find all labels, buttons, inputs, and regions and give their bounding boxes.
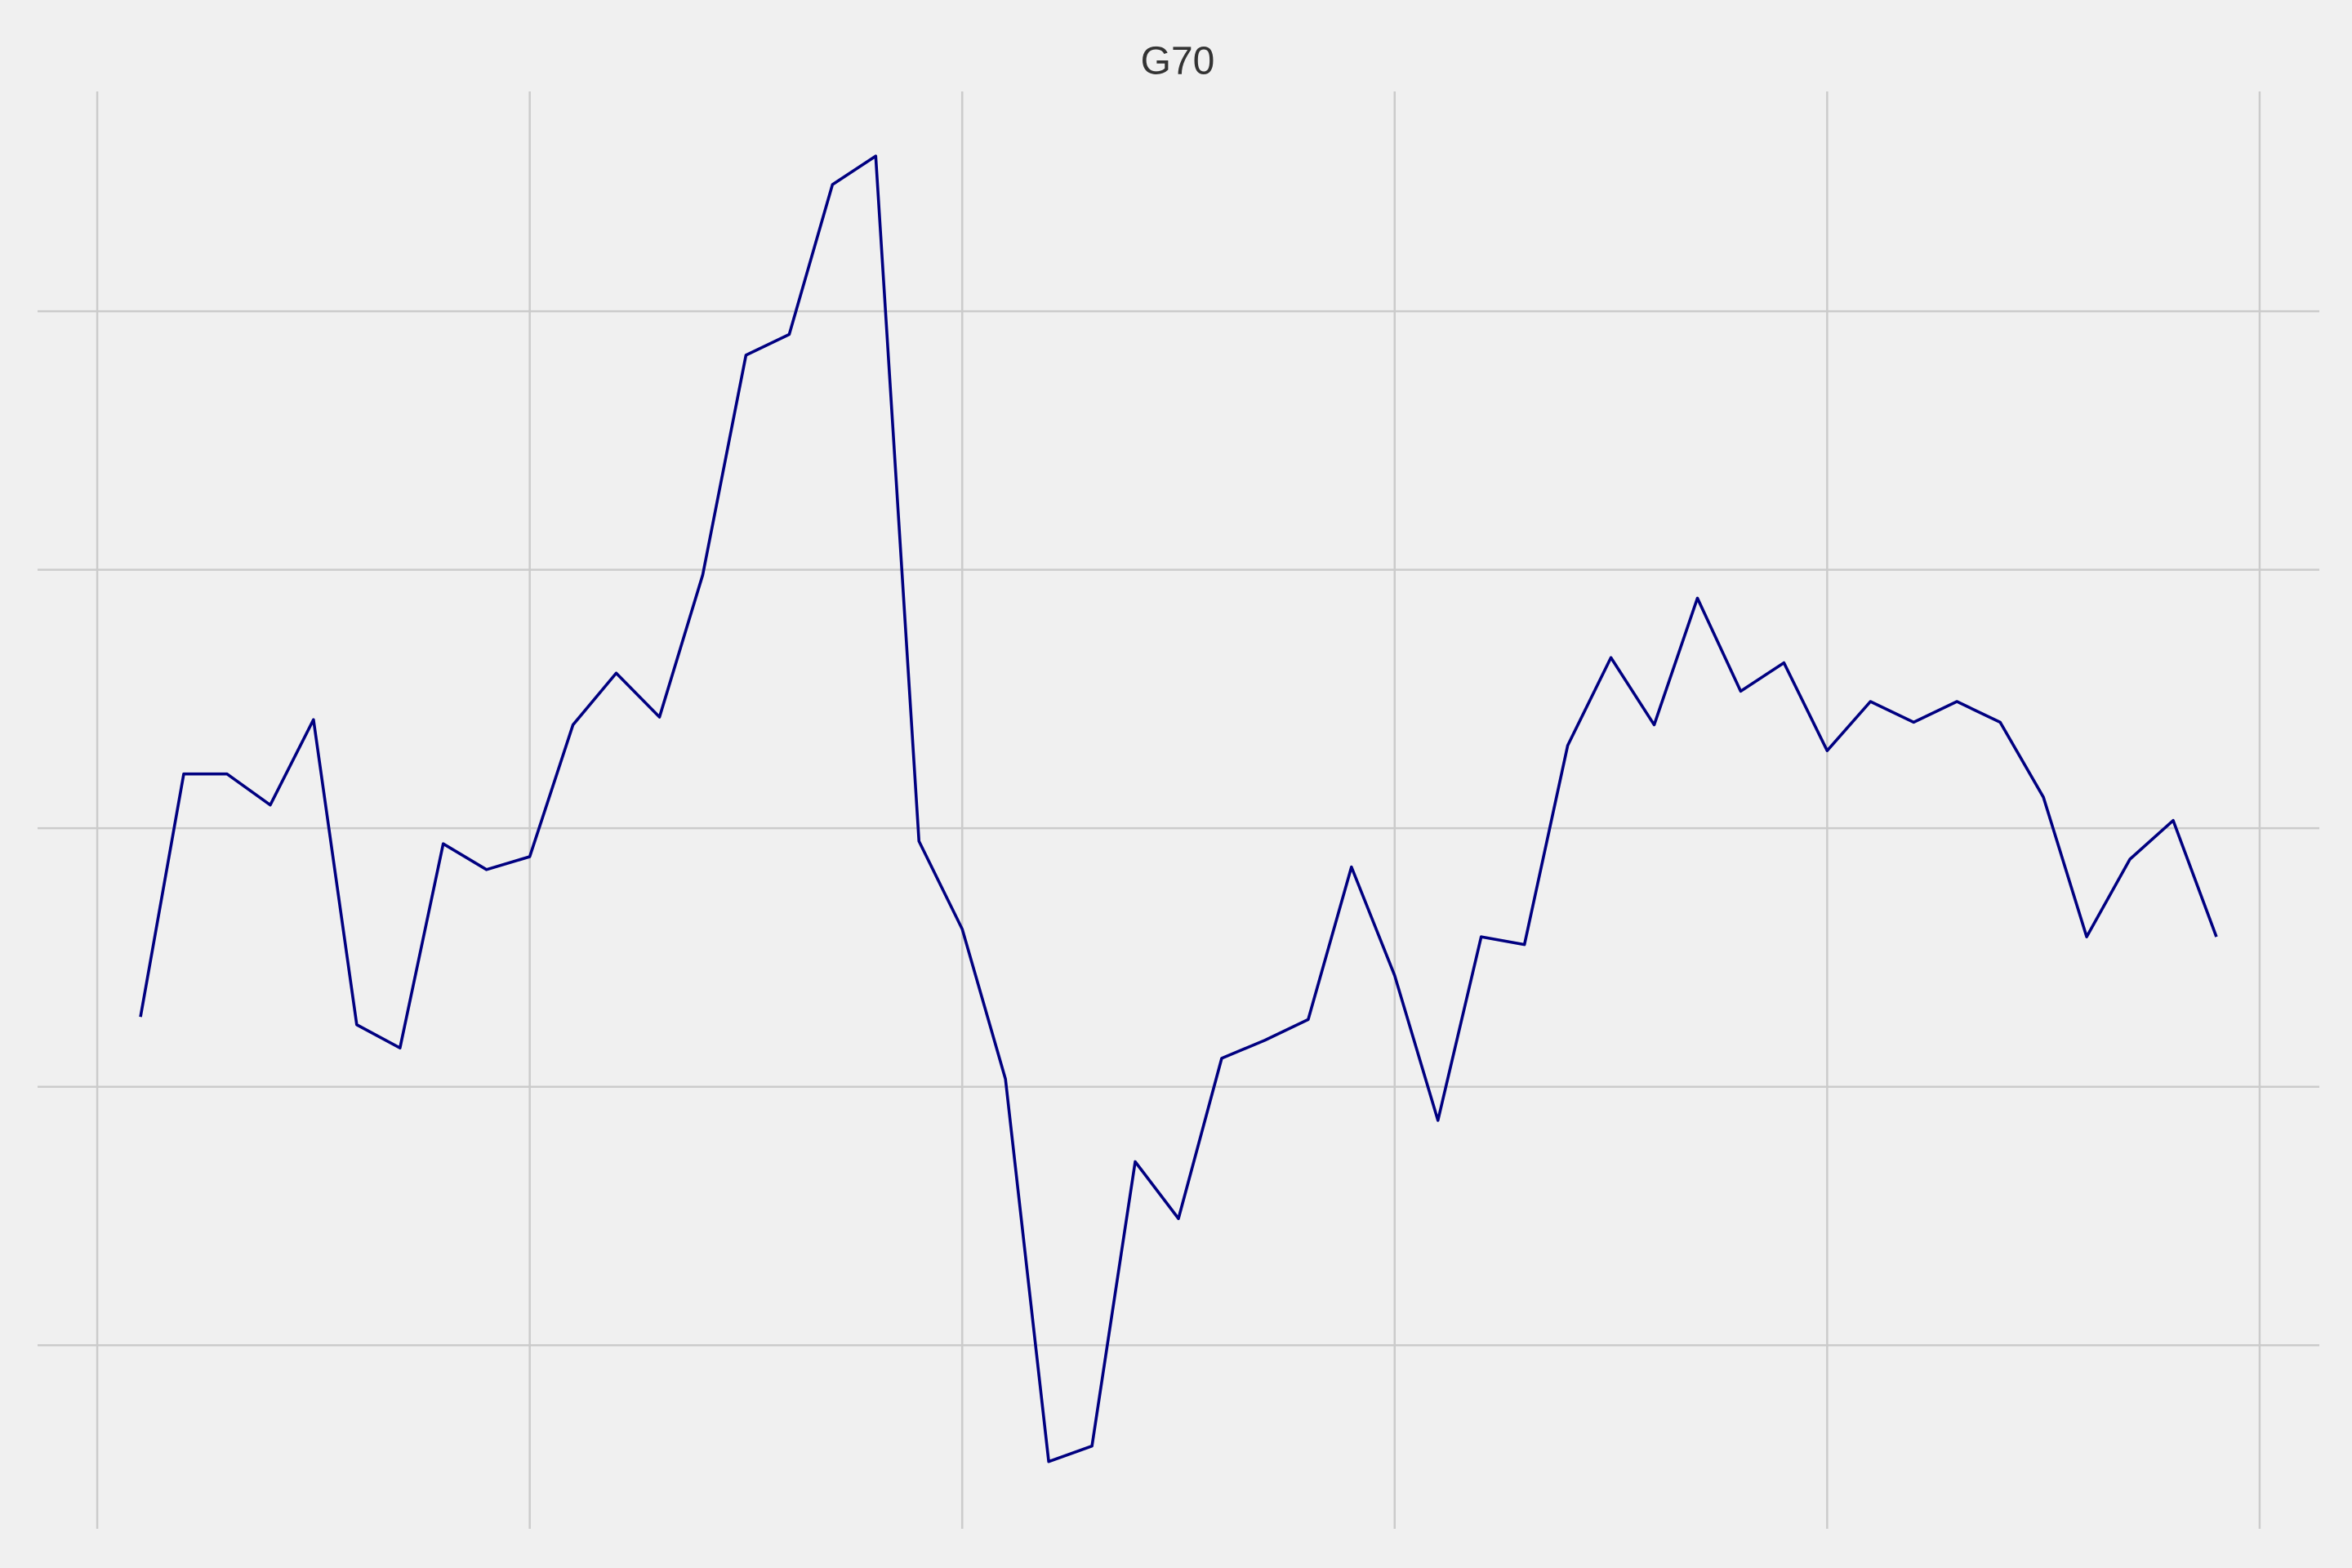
grid (38, 91, 2319, 1529)
chart-title: G70 (1141, 40, 1215, 83)
data-line (139, 154, 2218, 1463)
plot-area (139, 154, 2218, 1463)
